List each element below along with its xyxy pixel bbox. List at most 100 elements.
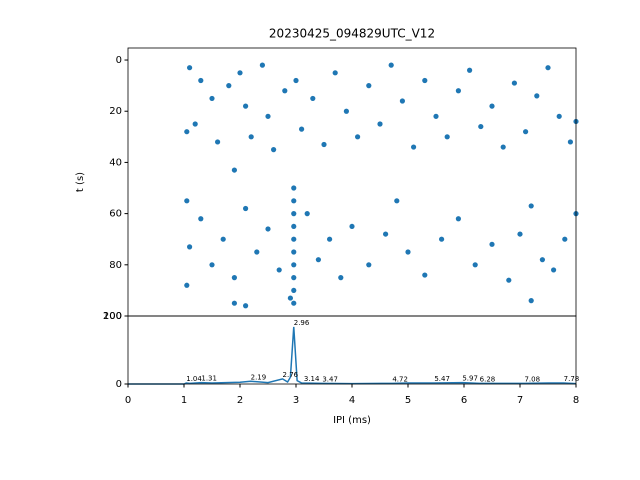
scatter-point — [422, 77, 428, 84]
scatter-point — [422, 272, 428, 278]
scatter-point — [478, 123, 484, 130]
scatter-point — [433, 113, 439, 119]
scatter-point — [455, 216, 461, 222]
scatter-point — [184, 282, 190, 288]
scatter-point — [226, 83, 232, 89]
peak-label: 2.96 — [294, 319, 310, 327]
scatter-point — [184, 198, 190, 204]
scatter-point — [511, 80, 517, 86]
chart-title: 20230425_094829UTC_V12 — [269, 27, 435, 41]
scatter-point — [276, 267, 282, 273]
x-tick-label: 5 — [405, 395, 411, 406]
scatter-point — [243, 205, 249, 212]
scatter-point — [291, 262, 297, 268]
scatter-point — [388, 62, 394, 68]
peak-label: 4.72 — [392, 375, 408, 383]
scatter-point — [467, 67, 473, 73]
scatter-point — [567, 139, 574, 145]
scatter-point — [215, 139, 221, 145]
scatter-point — [332, 70, 338, 76]
scatter-point — [291, 185, 297, 191]
scatter-point — [489, 103, 495, 109]
scatter-point — [321, 141, 327, 148]
scatter-point — [259, 62, 265, 68]
scatter-point — [366, 262, 372, 268]
scatter-point — [399, 98, 405, 104]
scatter-point — [383, 231, 389, 237]
scatter-point — [444, 134, 450, 140]
x-tick-label: 3 — [293, 395, 299, 406]
scatter-point — [489, 241, 495, 247]
scatter-point — [366, 83, 372, 89]
peak-label: 3.14 — [304, 375, 320, 383]
peak-label: 2.19 — [251, 373, 267, 381]
scatter-point — [192, 121, 198, 127]
peak-label: 7.08 — [524, 375, 540, 383]
peak-label: 2.76 — [283, 371, 299, 379]
y-tick-label: 200 — [103, 311, 122, 322]
scatter-point — [291, 249, 297, 255]
scatter-point — [327, 236, 333, 242]
x-tick-label: 4 — [349, 395, 355, 406]
scatter-point — [405, 249, 411, 255]
scatter-point — [265, 113, 271, 119]
y-tick-label: 0 — [116, 55, 122, 66]
y-tick-label: 60 — [109, 209, 122, 220]
scatter-point — [198, 77, 204, 84]
scatter-point — [220, 236, 226, 242]
x-tick-label: 2 — [237, 395, 243, 406]
scatter-point — [293, 77, 299, 84]
scatter-point — [243, 303, 249, 309]
scatter-point — [523, 129, 529, 135]
scatter-point — [377, 121, 383, 127]
scatter-point — [231, 300, 237, 306]
peak-label: 1.31 — [201, 375, 217, 383]
y-axis-label: t (s) — [75, 172, 86, 192]
scatter-point — [539, 257, 546, 263]
scatter-point — [291, 275, 297, 281]
scatter-point — [198, 216, 204, 222]
scatter-point — [472, 262, 478, 268]
scatter-point — [304, 211, 310, 217]
scatter-point — [517, 231, 523, 237]
scatter-point — [506, 277, 512, 283]
scatter-point — [237, 70, 243, 76]
scatter-point — [291, 300, 297, 306]
x-tick-label: 7 — [517, 395, 523, 406]
scatter-point — [287, 295, 293, 301]
y-tick-label: 100 — [103, 311, 122, 322]
scatter-point — [187, 244, 193, 250]
scatter-point — [271, 147, 277, 153]
peak-label: 3.47 — [322, 375, 338, 383]
peak-label: 7.78 — [564, 375, 580, 383]
scatter-point — [231, 275, 237, 281]
scatter-point — [291, 198, 297, 204]
x-tick-label: 1 — [181, 395, 187, 406]
scatter-point — [534, 93, 540, 99]
scatter-point — [556, 113, 562, 119]
scatter-point — [291, 223, 297, 230]
peak-label: 5.97 — [462, 375, 478, 383]
x-tick-label: 8 — [573, 395, 579, 406]
scatter-point — [282, 88, 288, 94]
y-tick-label: 0 — [116, 379, 122, 390]
scatter-point — [243, 103, 249, 109]
scatter-point — [338, 275, 344, 281]
peak-label: 1.04 — [186, 375, 202, 383]
scatter-point — [455, 88, 461, 94]
scatter-point — [291, 211, 297, 217]
x-tick-label: 6 — [461, 395, 467, 406]
scatter-point — [439, 236, 445, 242]
scatter-point — [248, 134, 254, 140]
y-tick-label: 40 — [109, 157, 122, 168]
scatter-point — [343, 108, 349, 114]
scatter-point — [528, 298, 534, 304]
scatter-point — [394, 198, 400, 204]
scatter-point — [315, 257, 321, 263]
scatter-point — [545, 65, 551, 71]
scatter-point — [500, 144, 506, 150]
scatter-point — [299, 126, 305, 132]
scatter-point — [349, 223, 355, 230]
